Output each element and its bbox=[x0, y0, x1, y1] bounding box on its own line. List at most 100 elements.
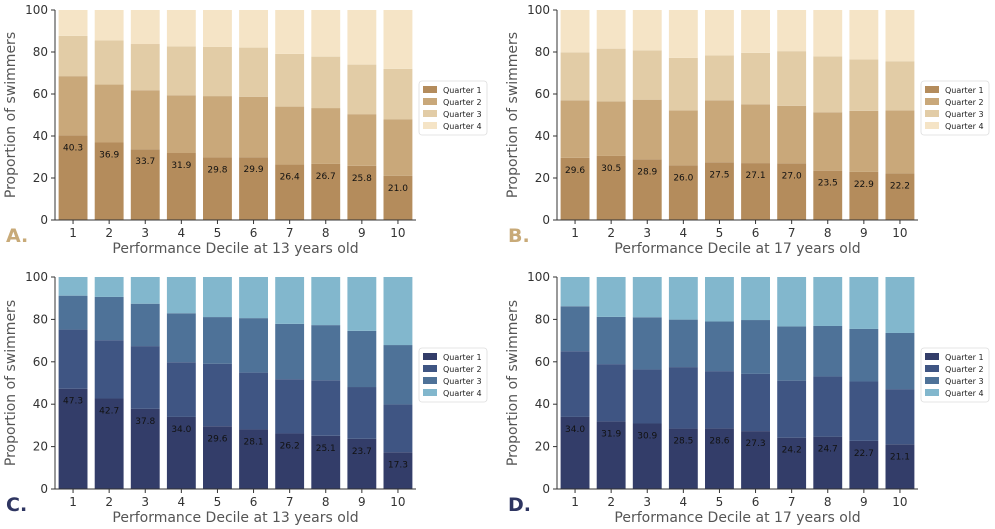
x-tick-label: 3 bbox=[141, 495, 149, 509]
legend: Quarter 1 Quarter 2 Quarter 3 Quarter 4 bbox=[418, 80, 488, 136]
data-label: 26.0 bbox=[673, 173, 693, 183]
data-label: 25.8 bbox=[352, 174, 372, 184]
bar-segment-q3-decile-6 bbox=[239, 318, 268, 373]
x-tick-label: 5 bbox=[716, 495, 724, 509]
legend-swatch bbox=[423, 377, 437, 384]
x-axis-label: Performance Decile at 13 years old bbox=[112, 510, 358, 526]
x-tick-label: 8 bbox=[322, 226, 330, 240]
x-tick-label: 4 bbox=[178, 226, 186, 240]
legend-label: Quarter 4 bbox=[443, 122, 482, 131]
x-tick-label: 4 bbox=[178, 495, 186, 509]
bar-segment-q4-decile-2 bbox=[94, 277, 124, 297]
data-label: 28.1 bbox=[244, 437, 264, 447]
bar-segment-q4-decile-4 bbox=[166, 10, 196, 47]
y-axis-label: Proportion of swimmers bbox=[505, 32, 521, 198]
bar-segment-q1-decile-5 bbox=[705, 162, 734, 220]
bar-segment-q4-decile-7 bbox=[777, 277, 807, 327]
data-label: 21.0 bbox=[388, 184, 408, 194]
bar-segment-q3-decile-2 bbox=[94, 296, 124, 341]
bar-segment-q3-decile-6 bbox=[741, 320, 770, 374]
data-label: 21.1 bbox=[890, 452, 910, 462]
bar-segment-q3-decile-7 bbox=[777, 51, 807, 106]
bar-segment-q1-decile-2 bbox=[94, 398, 124, 489]
data-label: 31.9 bbox=[171, 161, 191, 171]
y-tick-label: 80 bbox=[33, 312, 48, 326]
y-tick-label: 100 bbox=[25, 3, 48, 17]
bar-segment-q4-decile-4 bbox=[668, 10, 698, 58]
bar-segment-q1-decile-3 bbox=[632, 159, 662, 220]
bar-segment-q3-decile-9 bbox=[849, 328, 879, 382]
bar-segment-q1-decile-10 bbox=[383, 452, 413, 489]
x-tick-label: 1 bbox=[571, 226, 579, 240]
legend: Quarter 1 Quarter 2 Quarter 3 Quarter 4 bbox=[418, 347, 488, 403]
legend-label: Quarter 3 bbox=[443, 377, 482, 386]
data-label: 17.3 bbox=[388, 460, 408, 470]
bar-segment-q2-decile-9 bbox=[347, 387, 377, 439]
bar-segment-q2-decile-7 bbox=[777, 105, 807, 164]
bar-segment-q1-decile-3 bbox=[632, 423, 662, 489]
bar-segment-q1-decile-1 bbox=[560, 157, 590, 220]
bar-segment-q4-decile-3 bbox=[632, 277, 662, 318]
x-tick-label: 1 bbox=[69, 495, 77, 509]
bar-segment-q1-decile-6 bbox=[239, 157, 268, 220]
bar-segment-q4-decile-9 bbox=[347, 10, 377, 65]
bar-segment-q1-decile-10 bbox=[885, 173, 915, 220]
bar-segment-q2-decile-6 bbox=[741, 373, 770, 432]
x-tick-label: 2 bbox=[105, 226, 113, 240]
bar-segment-q3-decile-5 bbox=[705, 55, 734, 101]
bar-segment-q2-decile-5 bbox=[203, 363, 232, 427]
legend-label: Quarter 2 bbox=[443, 98, 482, 107]
bar-segment-q3-decile-4 bbox=[166, 46, 196, 96]
bar-segment-q2-decile-6 bbox=[741, 104, 770, 164]
bar-segment-q2-decile-9 bbox=[849, 381, 879, 441]
bar-segment-q4-decile-10 bbox=[383, 277, 413, 346]
x-tick-label: 5 bbox=[716, 226, 724, 240]
bar-segment-q2-decile-10 bbox=[885, 110, 915, 174]
bar-segment-q1-decile-7 bbox=[777, 163, 807, 220]
x-tick-label: 9 bbox=[860, 226, 868, 240]
bar-segment-q4-decile-4 bbox=[166, 277, 196, 314]
bar-segment-q4-decile-7 bbox=[275, 277, 305, 324]
bar-segment-q3-decile-3 bbox=[632, 50, 662, 100]
legend-swatch bbox=[423, 353, 437, 360]
data-label: 23.5 bbox=[818, 179, 838, 189]
bar-segment-q2-decile-3 bbox=[130, 346, 160, 409]
bar-segment-q2-decile-4 bbox=[668, 367, 698, 429]
bar-segment-q4-decile-5 bbox=[705, 277, 734, 322]
legend-label: Quarter 3 bbox=[945, 377, 984, 386]
bar-segment-q1-decile-6 bbox=[741, 431, 770, 489]
bar-segment-q1-decile-4 bbox=[668, 428, 698, 489]
bar-segment-q1-decile-4 bbox=[166, 153, 196, 220]
y-tick-label: 40 bbox=[33, 397, 48, 411]
legend-label: Quarter 1 bbox=[443, 353, 482, 362]
bar-segment-q2-decile-3 bbox=[632, 369, 662, 424]
y-tick-label: 20 bbox=[535, 171, 550, 185]
bar-segment-q4-decile-9 bbox=[347, 277, 377, 331]
data-label: 34.0 bbox=[171, 425, 191, 435]
legend-label: Quarter 3 bbox=[945, 110, 984, 119]
bar-segment-q4-decile-10 bbox=[885, 10, 915, 62]
data-label: 47.3 bbox=[63, 397, 83, 407]
bar-segment-q1-decile-6 bbox=[239, 429, 268, 489]
y-tick-label: 80 bbox=[33, 45, 48, 59]
bar-segment-q1-decile-7 bbox=[275, 433, 305, 489]
bar-segment-q1-decile-10 bbox=[885, 444, 915, 489]
bar-segment-q4-decile-5 bbox=[203, 277, 232, 318]
bar-segment-q4-decile-9 bbox=[849, 10, 879, 60]
data-label: 30.9 bbox=[637, 431, 657, 441]
bar-segment-q4-decile-2 bbox=[94, 10, 124, 41]
bar-segment-q1-decile-10 bbox=[383, 175, 413, 220]
bar-segment-q2-decile-5 bbox=[203, 96, 232, 158]
x-tick-label: 4 bbox=[680, 495, 688, 509]
data-label: 29.6 bbox=[207, 434, 227, 444]
bar-segment-q4-decile-2 bbox=[596, 10, 626, 49]
bar-segment-q2-decile-1 bbox=[58, 329, 88, 389]
bar-segment-q4-decile-8 bbox=[813, 277, 843, 326]
legend-label: Quarter 2 bbox=[945, 98, 984, 107]
bar-segment-q2-decile-5 bbox=[705, 371, 734, 429]
bar-segment-q1-decile-1 bbox=[560, 416, 590, 489]
y-axis-label: Proportion of swimmers bbox=[3, 32, 19, 198]
bar-segment-q1-decile-6 bbox=[741, 163, 770, 220]
data-label: 29.8 bbox=[207, 165, 227, 175]
bar-segment-q2-decile-7 bbox=[777, 380, 807, 438]
